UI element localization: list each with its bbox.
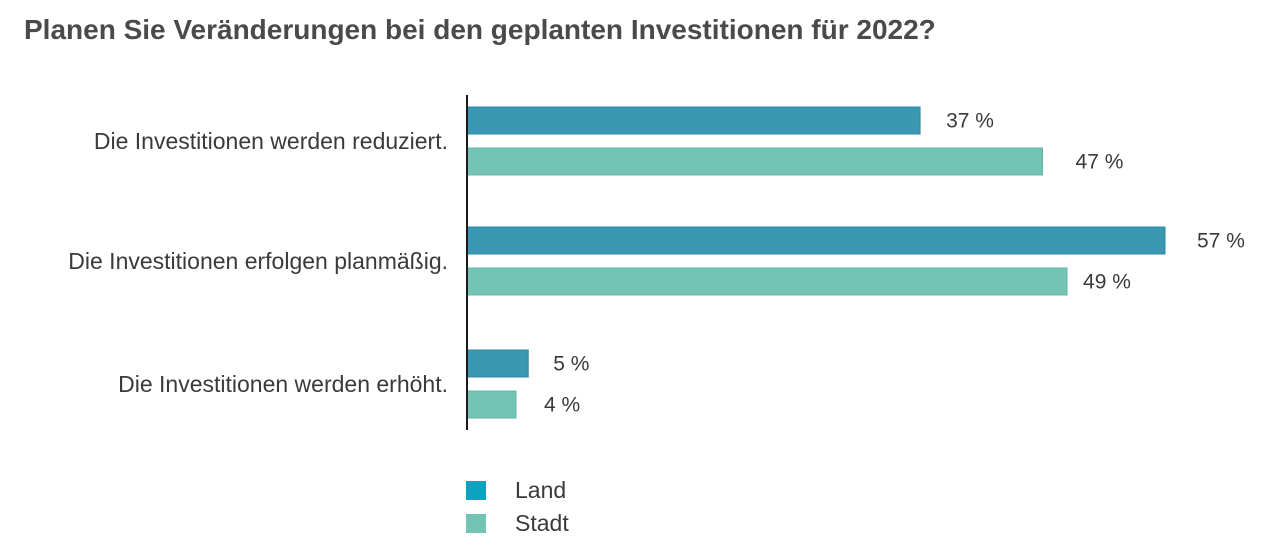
data-label: 47 % <box>1076 151 1124 174</box>
legend: Land Stadt <box>466 474 569 540</box>
data-label: 49 % <box>1083 271 1131 294</box>
data-label: 37 % <box>946 110 994 133</box>
bar-chart: Die Investitionen werden reduziert. 37 % 4… <box>68 95 1245 430</box>
category-label: Die Investitionen erfolgen planmäßig. <box>68 248 448 274</box>
category-label: Die Investitionen werden erhöht. <box>118 371 448 397</box>
category-label: Die Investitionen werden reduziert. <box>94 128 448 154</box>
chart-title: Planen Sie Veränderungen bei den geplant… <box>24 14 936 45</box>
data-label: 4 % <box>544 394 580 417</box>
bar-land <box>466 106 921 135</box>
legend-label-land: Land <box>515 477 567 503</box>
legend-label-stadt: Stadt <box>515 510 569 536</box>
bar-land <box>466 226 1166 255</box>
legend-item-land: Land <box>466 474 569 507</box>
bar-stadt <box>466 390 517 419</box>
legend-swatch-land <box>466 481 486 500</box>
bar-stadt <box>466 147 1044 176</box>
bar-land <box>466 349 529 378</box>
data-label: 5 % <box>553 353 589 376</box>
bar-stadt <box>466 267 1068 296</box>
legend-swatch-stadt <box>466 514 486 533</box>
data-label: 57 % <box>1197 230 1245 253</box>
legend-item-stadt: Stadt <box>466 507 569 540</box>
